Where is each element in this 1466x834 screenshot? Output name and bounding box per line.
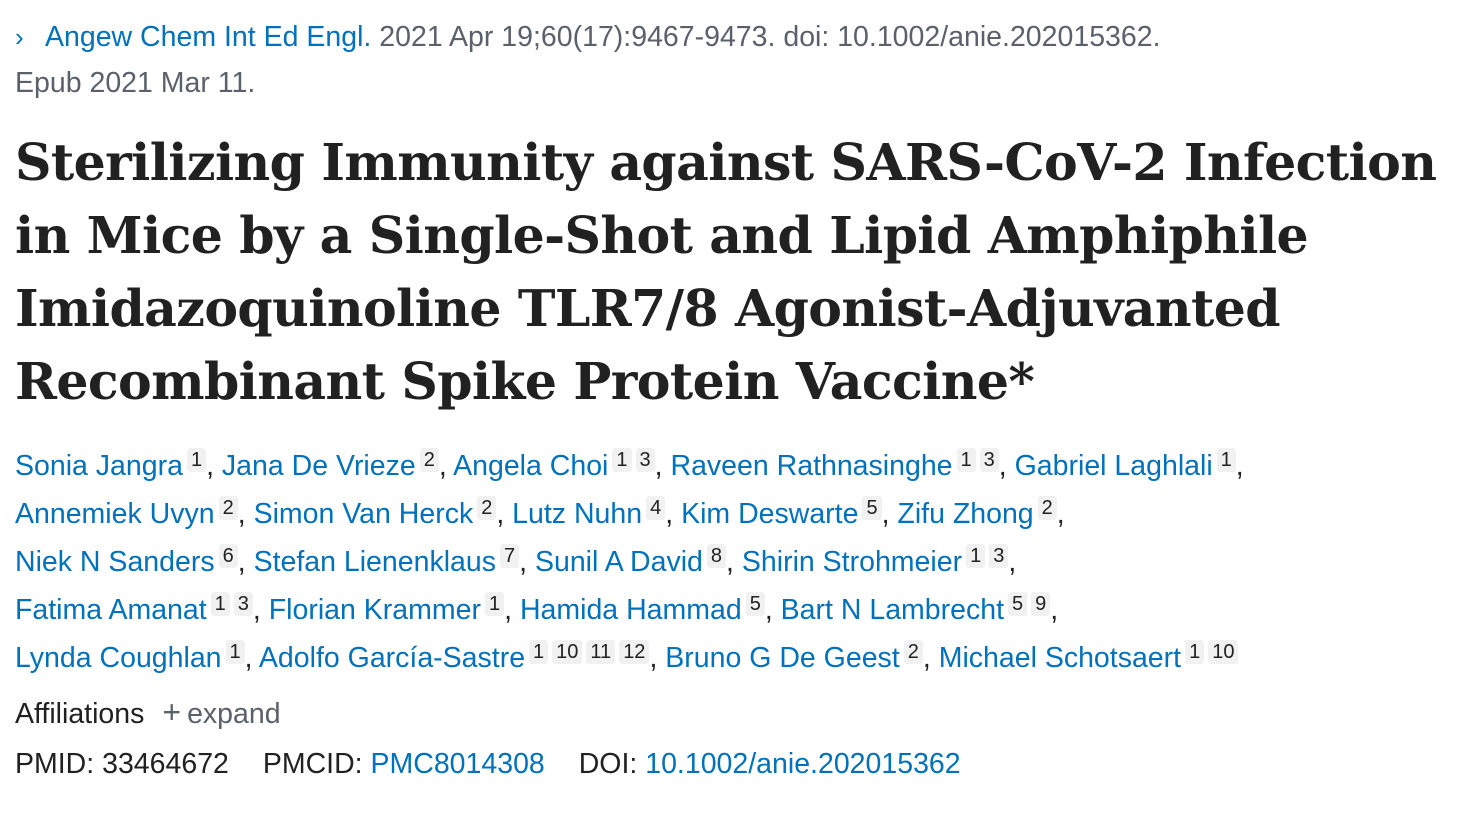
pmid-label: PMID: xyxy=(15,748,95,780)
author-separator: , xyxy=(654,450,671,482)
author-separator: , xyxy=(1056,498,1065,530)
author-separator: , xyxy=(764,594,781,626)
article-header: › Angew Chem Int Ed Engl. 2021 Apr 19;60(… xyxy=(15,14,1450,786)
doi-link[interactable]: 10.1002/anie.202015362 xyxy=(645,748,961,780)
author-separator: , xyxy=(504,594,520,626)
author-link[interactable]: Hamida Hammad xyxy=(519,594,742,626)
affiliation-badge[interactable]: 12 xyxy=(619,640,650,664)
author-link[interactable]: Bruno G De Geest xyxy=(665,642,900,674)
author-separator: , xyxy=(665,498,682,530)
author-link[interactable]: Gabriel Laghlali xyxy=(1014,450,1213,482)
affiliation-badge[interactable]: 7 xyxy=(500,544,520,568)
affiliation-badge[interactable]: 5 xyxy=(1008,592,1028,616)
affiliation-badge[interactable]: 5 xyxy=(862,496,882,520)
author-list: Sonia Jangra 1, Jana De Vrieze 2, Angela C… xyxy=(15,442,1450,682)
affiliation-badge[interactable]: 1 xyxy=(225,640,245,664)
affiliation-badge[interactable]: 10 xyxy=(1208,640,1239,664)
epub-date: Epub 2021 Mar 11. xyxy=(15,67,256,99)
author-link[interactable]: Sonia Jangra xyxy=(15,450,183,482)
doi-label: DOI: xyxy=(578,748,638,780)
author-separator: , xyxy=(881,498,898,530)
author-link[interactable]: Lynda Coughlan xyxy=(15,642,222,674)
author-link[interactable]: Angela Choi xyxy=(453,450,609,482)
author-separator: , xyxy=(726,546,742,578)
affiliation-badge[interactable]: 2 xyxy=(477,496,497,520)
author-separator: , xyxy=(998,450,1015,482)
author-link[interactable]: Raveen Rathnasinghe xyxy=(670,450,953,482)
author-link[interactable]: Adolfo García-Sastre xyxy=(258,642,526,674)
affiliation-badge[interactable]: 2 xyxy=(218,496,238,520)
identifiers-row: PMID: 33464672 PMCID: PMC8014308 DOI: 10… xyxy=(15,742,1450,786)
expand-label: expand xyxy=(187,698,281,730)
affiliation-badge[interactable]: 1 xyxy=(1216,448,1236,472)
affiliations-expand-button[interactable]: + expand xyxy=(144,694,281,730)
affiliations-row: Affiliations + expand xyxy=(15,688,1450,738)
journal-link[interactable]: Angew Chem Int Ed Engl. xyxy=(45,21,372,53)
author-line: Annemiek Uvyn 2, Simon Van Herck 2, Lutz N… xyxy=(15,490,1450,538)
author-separator: , xyxy=(438,450,454,482)
author-separator: , xyxy=(922,642,939,674)
chevron-right-icon[interactable]: › xyxy=(15,22,24,52)
affiliations-label: Affiliations xyxy=(15,698,145,730)
author-link[interactable]: Stefan Lienenklaus xyxy=(253,546,496,578)
author-separator: , xyxy=(252,594,269,626)
author-link[interactable]: Annemiek Uvyn xyxy=(15,498,215,530)
author-separator: , xyxy=(1235,450,1244,482)
author-separator: , xyxy=(1050,594,1059,626)
author-link[interactable]: Kim Deswarte xyxy=(681,498,859,530)
author-separator: , xyxy=(649,642,666,674)
affiliation-badge[interactable]: 3 xyxy=(979,448,999,472)
author-link[interactable]: Shirin Strohmeier xyxy=(741,546,963,578)
affiliation-badge[interactable]: 1 xyxy=(1185,640,1205,664)
affiliation-badge[interactable]: 3 xyxy=(635,448,655,472)
author-link[interactable]: Niek N Sanders xyxy=(15,546,215,578)
affiliation-badge[interactable]: 1 xyxy=(612,448,632,472)
author-line: Niek N Sanders 6, Stefan Lienenklaus 7, Su… xyxy=(15,538,1450,586)
author-link[interactable]: Lutz Nuhn xyxy=(512,498,643,530)
affiliation-badge[interactable]: 8 xyxy=(706,544,727,568)
author-line: Sonia Jangra 1, Jana De Vrieze 2, Angela C… xyxy=(15,442,1450,490)
citation-line: › Angew Chem Int Ed Engl. 2021 Apr 19;60(… xyxy=(15,14,1450,60)
affiliation-badge[interactable]: 5 xyxy=(745,592,765,616)
affiliation-badge[interactable]: 6 xyxy=(218,544,238,568)
author-separator: , xyxy=(519,546,535,578)
author-line: Lynda Coughlan 1, Adolfo García-Sastre 1 10… xyxy=(15,634,1450,682)
affiliation-badge[interactable]: 3 xyxy=(233,592,253,616)
affiliation-badge[interactable]: 10 xyxy=(552,640,583,664)
affiliation-badge[interactable]: 2 xyxy=(903,640,923,664)
affiliation-badge[interactable]: 2 xyxy=(419,448,439,472)
author-link[interactable]: Zifu Zhong xyxy=(897,498,1034,530)
author-separator: , xyxy=(206,450,222,482)
affiliation-badge[interactable]: 1 xyxy=(529,640,549,664)
author-separator: , xyxy=(237,498,254,530)
author-link[interactable]: Simon Van Herck xyxy=(253,498,474,530)
affiliation-badge[interactable]: 1 xyxy=(186,448,207,472)
author-link[interactable]: Florian Krammer xyxy=(268,594,481,626)
affiliation-badge[interactable]: 1 xyxy=(484,592,505,616)
author-line: Fatima Amanat 1 3, Florian Krammer 1, Hamid… xyxy=(15,586,1450,634)
author-link[interactable]: Jana De Vrieze xyxy=(221,450,416,482)
pmcid-link[interactable]: PMC8014308 xyxy=(370,748,545,780)
pmid-value: 33464672 xyxy=(102,748,229,780)
plus-icon: + xyxy=(162,694,182,730)
author-separator: , xyxy=(237,546,254,578)
affiliation-badge[interactable]: 2 xyxy=(1037,496,1057,520)
affiliation-badge[interactable]: 9 xyxy=(1031,592,1051,616)
author-link[interactable]: Bart N Lambrecht xyxy=(780,594,1005,626)
author-separator: , xyxy=(244,642,259,674)
author-link[interactable]: Michael Schotsaert xyxy=(938,642,1182,674)
affiliation-badge[interactable]: 1 xyxy=(210,592,230,616)
author-link[interactable]: Fatima Amanat xyxy=(15,594,207,626)
affiliation-badge[interactable]: 4 xyxy=(646,496,666,520)
citation-details: 2021 Apr 19;60(17):9467-9473. doi: 10.10… xyxy=(371,21,1161,53)
author-separator: , xyxy=(496,498,513,530)
affiliation-badge[interactable]: 3 xyxy=(989,544,1009,568)
affiliation-badge[interactable]: 11 xyxy=(586,640,616,664)
author-separator: , xyxy=(1008,546,1017,578)
affiliation-badge[interactable]: 1 xyxy=(956,448,976,472)
author-link[interactable]: Sunil A David xyxy=(534,546,703,578)
pmcid-label: PMCID: xyxy=(262,748,363,780)
affiliation-badge[interactable]: 1 xyxy=(966,544,986,568)
article-title: Sterilizing Immunity against SARS-CoV-2 … xyxy=(15,133,1437,411)
